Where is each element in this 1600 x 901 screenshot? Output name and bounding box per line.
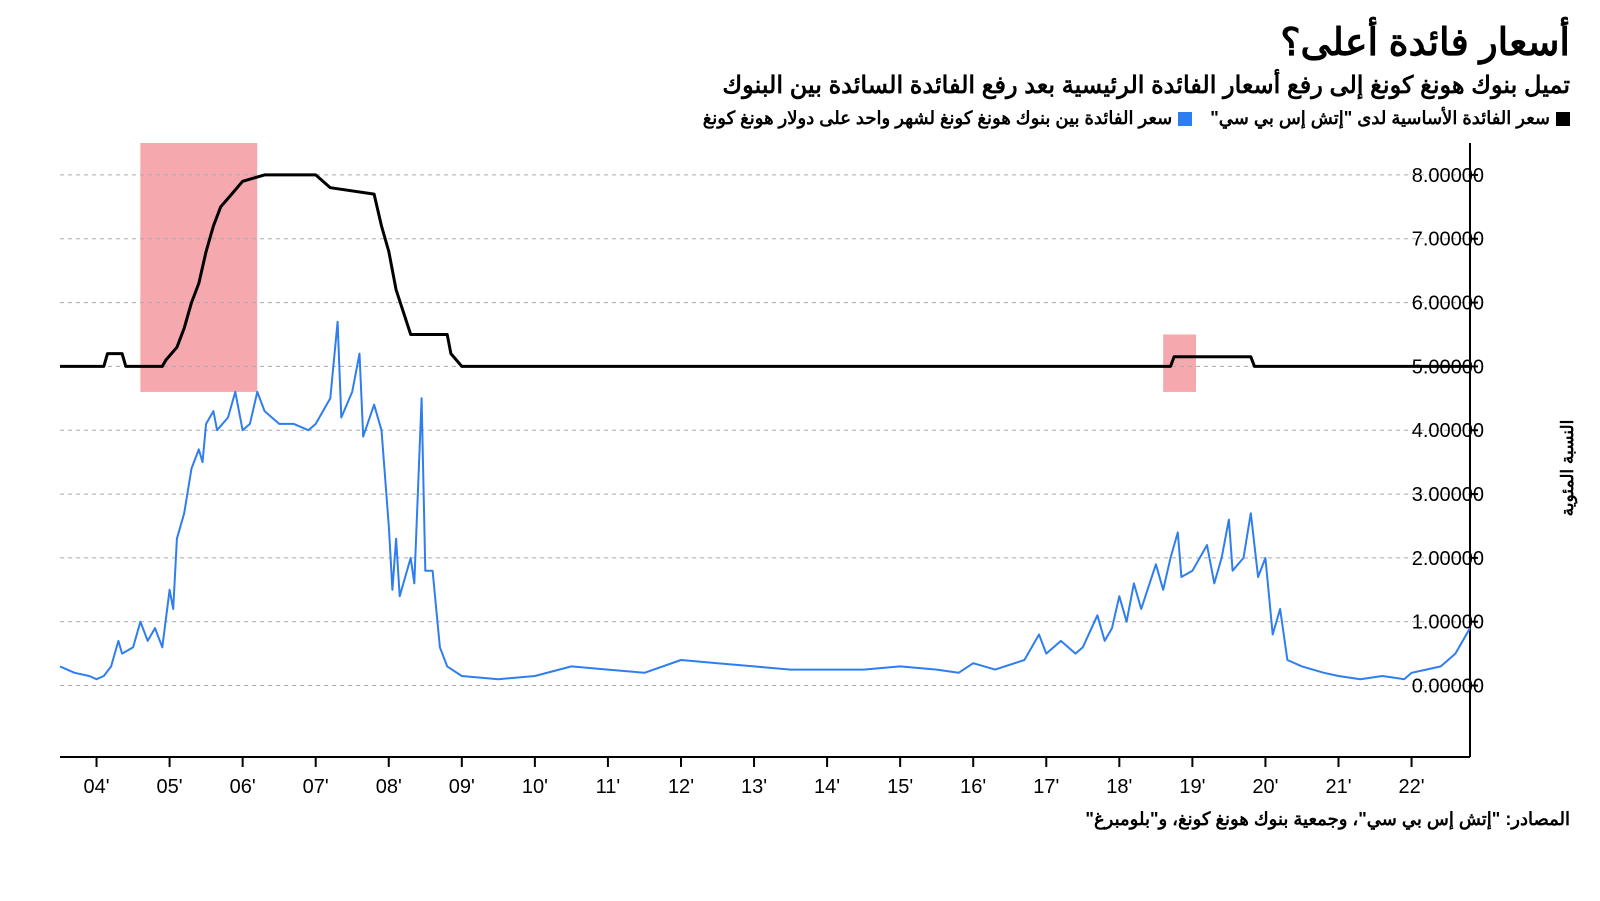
svg-text:3.00000: 3.00000 [1412, 484, 1484, 506]
svg-text:'15: '15 [887, 776, 913, 798]
svg-text:1.00000: 1.00000 [1412, 612, 1484, 634]
svg-text:'13: '13 [741, 776, 767, 798]
legend-item-series1: سعر الفائدة الأساسية لدى "إتش إس بي سي" [1210, 108, 1570, 129]
chart-svg: 0.000001.000002.000003.000004.000005.000… [30, 133, 1570, 803]
svg-text:'18: '18 [1106, 776, 1132, 798]
chart-subtitle: تميل بنوك هونغ كونغ إلى رفع أسعار الفائد… [30, 71, 1570, 100]
svg-text:'05: '05 [157, 776, 183, 798]
svg-text:'16: '16 [960, 776, 986, 798]
legend-label-2: سعر الفائدة بين بنوك هونغ كونغ لشهر واحد… [703, 108, 1172, 129]
svg-text:'21: '21 [1325, 776, 1351, 798]
svg-text:'12: '12 [668, 776, 694, 798]
legend-item-series2: سعر الفائدة بين بنوك هونغ كونغ لشهر واحد… [703, 108, 1192, 129]
legend: سعر الفائدة الأساسية لدى "إتش إس بي سي" … [30, 108, 1570, 129]
svg-text:'04: '04 [83, 776, 109, 798]
legend-swatch-2 [1178, 112, 1192, 126]
y-axis-label: النسبة المئوية [1558, 420, 1578, 517]
chart-title: أسعار فائدة أعلى؟ [30, 20, 1570, 65]
svg-text:0.00000: 0.00000 [1412, 676, 1484, 698]
svg-text:'06: '06 [230, 776, 256, 798]
svg-text:4.00000: 4.00000 [1412, 420, 1484, 442]
svg-text:'17: '17 [1033, 776, 1059, 798]
svg-text:'08: '08 [376, 776, 402, 798]
svg-text:'07: '07 [303, 776, 329, 798]
legend-swatch-1 [1556, 112, 1570, 126]
svg-text:'14: '14 [814, 776, 840, 798]
svg-text:8.00000: 8.00000 [1412, 165, 1484, 187]
svg-text:2.00000: 2.00000 [1412, 548, 1484, 570]
source-text: المصادر: "إتش إس بي سي"، وجمعية بنوك هون… [30, 809, 1570, 830]
svg-text:'09: '09 [449, 776, 475, 798]
legend-label-1: سعر الفائدة الأساسية لدى "إتش إس بي سي" [1210, 108, 1550, 129]
svg-text:6.00000: 6.00000 [1412, 293, 1484, 315]
svg-text:'20: '20 [1252, 776, 1278, 798]
svg-text:7.00000: 7.00000 [1412, 229, 1484, 251]
svg-text:'22: '22 [1399, 776, 1425, 798]
chart-area: النسبة المئوية 0.000001.000002.000003.00… [30, 133, 1570, 803]
svg-text:'10: '10 [522, 776, 548, 798]
svg-text:'11: '11 [596, 776, 621, 798]
svg-text:'19: '19 [1179, 776, 1205, 798]
